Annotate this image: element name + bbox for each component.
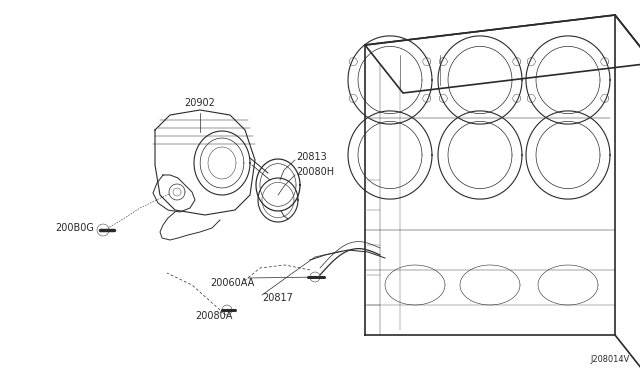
- Text: J208014V: J208014V: [591, 355, 630, 364]
- Text: 20080H: 20080H: [296, 167, 334, 177]
- Text: 20060AA: 20060AA: [210, 278, 254, 288]
- Text: 20080A: 20080A: [195, 311, 232, 321]
- Text: 200B0G: 200B0G: [55, 223, 94, 233]
- Text: 20813: 20813: [296, 152, 327, 162]
- Text: 20902: 20902: [184, 98, 216, 108]
- Text: 20817: 20817: [262, 293, 293, 303]
